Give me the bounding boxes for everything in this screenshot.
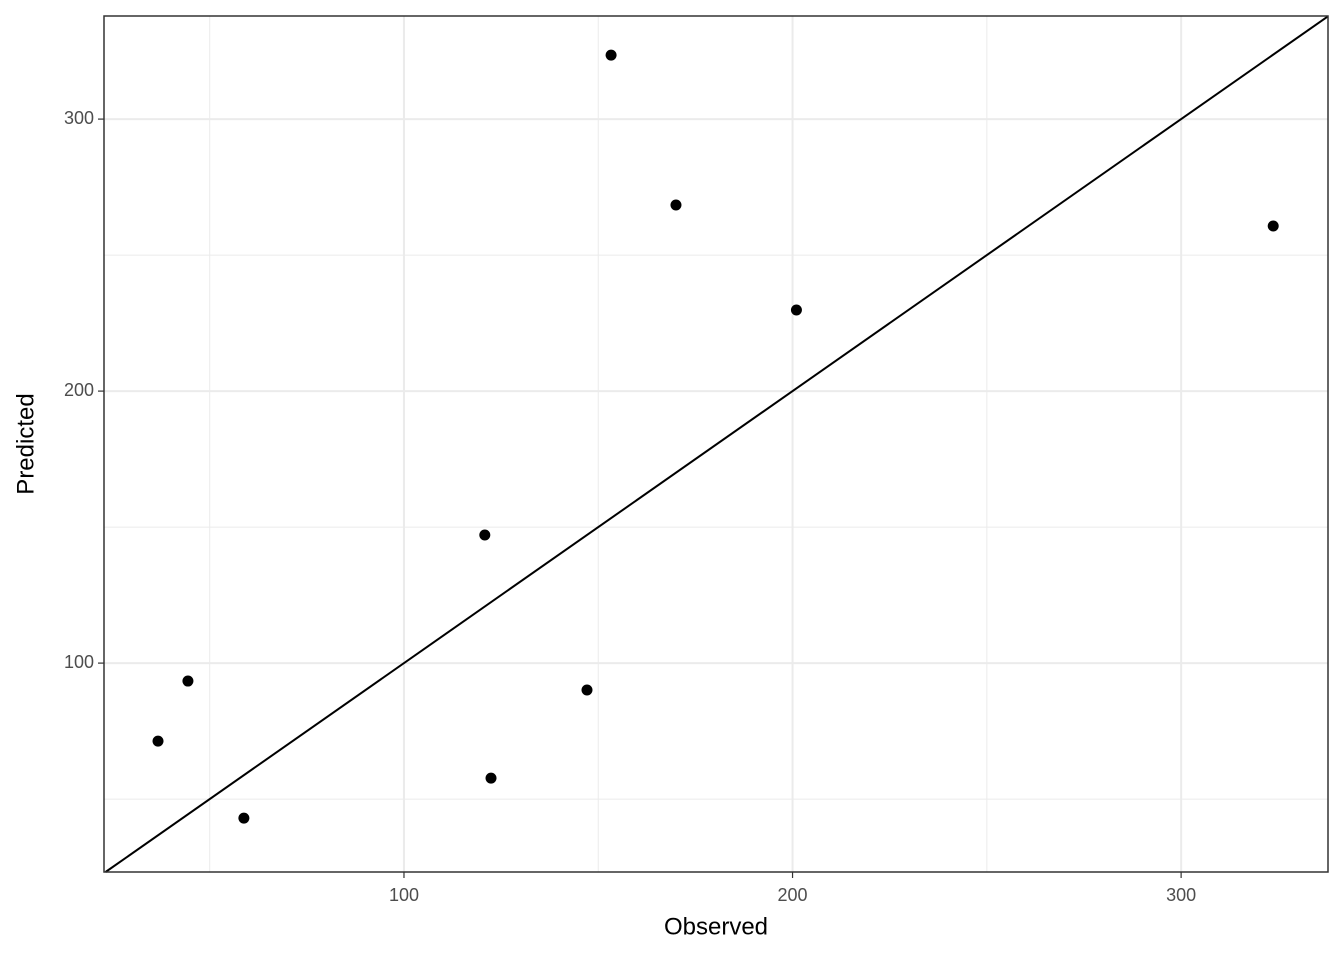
x-tick-label: 200: [778, 885, 808, 905]
point: [485, 772, 497, 784]
y-tick-label: 300: [64, 108, 94, 128]
point: [479, 529, 491, 541]
point: [581, 684, 593, 696]
point: [182, 675, 194, 687]
y-tick-label: 200: [64, 380, 94, 400]
panel-border: [103, 15, 1329, 873]
point: [238, 812, 250, 824]
identity-line: [104, 15, 1329, 873]
point: [790, 304, 802, 316]
y-tick-label: 100: [64, 652, 94, 672]
point: [152, 735, 164, 747]
x-axis-title: Observed: [664, 913, 768, 940]
point: [1267, 220, 1279, 232]
y-axis-title: Predicted: [12, 393, 39, 494]
point: [670, 199, 682, 211]
x-tick-label: 300: [1166, 885, 1196, 905]
point: [605, 49, 617, 61]
x-tick-label: 100: [389, 885, 419, 905]
